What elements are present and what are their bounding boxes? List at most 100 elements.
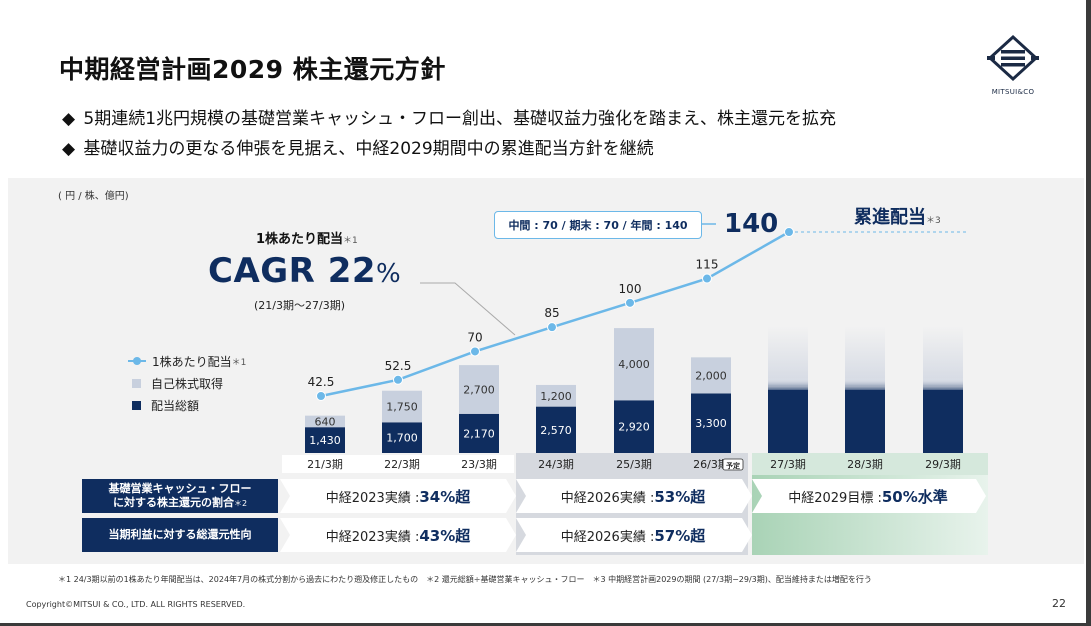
mitsui-logo: MITSUI&CO bbox=[975, 34, 1051, 96]
bar-buyback-2 bbox=[459, 365, 499, 414]
row2-cell-2026: 中経2026実績 : 57%超 bbox=[525, 518, 741, 552]
bar-planned-top-8 bbox=[923, 326, 963, 386]
legend-buyback-label: 自己株式取得 bbox=[151, 376, 224, 391]
bar-dividend-1 bbox=[382, 422, 422, 453]
dps-point-2 bbox=[470, 346, 480, 357]
row2-cell-2023-prefix: 中経2023実績 : bbox=[325, 529, 420, 545]
axis-band-2023 bbox=[282, 455, 514, 473]
cagr-range: (21/3期〜27/3期) bbox=[254, 299, 345, 312]
row1-chevron-2023 bbox=[280, 479, 516, 513]
dps-label-0: 42.5 bbox=[308, 375, 335, 389]
bar-planned-8 bbox=[923, 390, 963, 453]
dps-label-2: 70 bbox=[467, 330, 482, 344]
planned-badge bbox=[722, 458, 744, 471]
bar-buyback-4 bbox=[614, 328, 654, 401]
bar-label-dividend-5: 3,300 bbox=[695, 417, 727, 430]
category-label-4: 25/3期 bbox=[616, 458, 652, 471]
row1-label-line1: 基礎営業キャッシュ・フロー bbox=[108, 481, 252, 495]
dps-label-3: 85 bbox=[544, 306, 559, 320]
bar-planned-fade-6 bbox=[768, 378, 808, 392]
dps-point-5 bbox=[702, 273, 712, 284]
bar-dividend-4 bbox=[614, 400, 654, 453]
bullet-1-text: 5期連続1兆円規模の基礎営業キャッシュ・フロー創出、基礎収益力強化を踏まえ、株主… bbox=[83, 109, 837, 129]
row1-cell-2026-value: 53%超 bbox=[654, 487, 706, 506]
category-label-8: 29/3期 bbox=[925, 458, 961, 471]
cagr-caption-text: 1株あたり配当 bbox=[256, 232, 344, 247]
dps-label-5: 115 bbox=[696, 258, 719, 272]
bar-label-dividend-0: 1,430 bbox=[309, 434, 341, 447]
bar-buyback-3 bbox=[536, 384, 576, 407]
cagr-caption: 1株あたり配当＊1 bbox=[256, 228, 358, 247]
bar-label-dividend-4: 2,920 bbox=[618, 421, 650, 434]
bar-planned-fade-7 bbox=[845, 378, 885, 392]
bar-label-buyback-1: 1,750 bbox=[386, 401, 418, 414]
category-label-5: 26/3期 bbox=[693, 458, 729, 471]
cagr-value: CAGR 22% bbox=[208, 251, 401, 291]
row2-chevron-2023 bbox=[280, 518, 516, 552]
dps-point-4 bbox=[625, 297, 635, 308]
row1-cell-2023-prefix: 中経2023実績 : bbox=[325, 490, 420, 506]
progressive-dividend-note: ＊3 bbox=[926, 216, 941, 226]
diamond-bullet-icon: ◆ bbox=[62, 109, 76, 129]
category-label-1: 22/3期 bbox=[384, 458, 420, 471]
bar-dividend-5 bbox=[691, 393, 731, 453]
bullet-2-text: 基礎収益力の更なる伸張を見据え、中経2029期間中の累進配当方針を継続 bbox=[83, 139, 654, 159]
bar-buyback-0 bbox=[305, 415, 345, 428]
row2-label: 当期利益に対する総還元性向 bbox=[82, 518, 278, 552]
planned-badge-text: 予定 bbox=[726, 461, 740, 470]
category-label-3: 24/3期 bbox=[538, 458, 574, 471]
cagr-caption-note: ＊1 bbox=[343, 236, 358, 246]
dps-point-6 bbox=[784, 227, 794, 237]
bar-planned-top-6 bbox=[768, 326, 808, 386]
dps-point-0 bbox=[316, 391, 326, 401]
frame-bottom-border bbox=[0, 623, 1091, 626]
progressive-dividend-text: 累進配当 bbox=[854, 207, 926, 228]
row1-cell-2023-value: 34%超 bbox=[419, 487, 471, 506]
bar-label-buyback-5: 2,000 bbox=[695, 369, 727, 382]
dps-label-1: 52.5 bbox=[385, 359, 412, 373]
row2-cell-2026-value: 57%超 bbox=[654, 526, 706, 545]
copyright: Copyright©MITSUI & CO., LTD. ALL RIGHTS … bbox=[26, 600, 246, 609]
row1-cell-2029-prefix: 中経2029目標 : bbox=[788, 490, 882, 506]
row1-cell-2023: 中経2023実績 : 34%超 bbox=[290, 479, 506, 513]
progressive-dividend-label: 累進配当＊3 bbox=[854, 203, 941, 229]
category-label-6: 27/3期 bbox=[770, 458, 806, 471]
bar-planned-6 bbox=[768, 390, 808, 453]
bar-planned-top-7 bbox=[845, 326, 885, 386]
row2-cell-2026-prefix: 中経2026実績 : bbox=[560, 529, 655, 545]
frame-right-border bbox=[1086, 0, 1091, 626]
row2-cell-2023-value: 43%超 bbox=[419, 526, 471, 545]
category-label-0: 21/3期 bbox=[307, 458, 343, 471]
legend-item-dividend: 配当総額 bbox=[128, 394, 246, 416]
period-2026-axis-band bbox=[516, 453, 748, 475]
page-number: 22 bbox=[1052, 597, 1066, 610]
page-title: 中期経営計画2029 株主還元方針 bbox=[59, 55, 446, 84]
legend: 1株あたり配当 ＊1 自己株式取得 配当総額 bbox=[128, 350, 246, 416]
cagr-percent-sign: % bbox=[376, 259, 402, 289]
row1-cell-2026-prefix: 中経2026実績 : bbox=[560, 490, 655, 506]
dps-breakdown-callout: 中間 : 70 / 期末 : 70 / 年間 : 140 bbox=[494, 211, 702, 239]
legend-item-dps: 1株あたり配当 ＊1 bbox=[128, 350, 246, 372]
diamond-bullet-icon: ◆ bbox=[62, 139, 76, 159]
bar-label-buyback-3: 1,200 bbox=[540, 390, 572, 403]
footnote: ＊1 24/3期以前の1株あたり年間配当は、2024年7月の株式分割から過去にわ… bbox=[58, 575, 872, 584]
bar-label-buyback-4: 4,000 bbox=[618, 358, 650, 371]
cagr-value-text: CAGR 22 bbox=[208, 251, 377, 291]
dps-label-4: 100 bbox=[619, 282, 642, 296]
bar-dividend-3 bbox=[536, 406, 576, 453]
row1-cell-2029: 中経2029目標 : 50%水準 bbox=[760, 479, 976, 513]
category-label-7: 28/3期 bbox=[847, 458, 883, 471]
legend-dividend-swatch bbox=[132, 400, 141, 410]
bar-buyback-5 bbox=[691, 357, 731, 394]
legend-dps-label: 1株あたり配当 bbox=[152, 354, 232, 369]
mitsui-logo-icon bbox=[987, 34, 1039, 82]
dps-point-3 bbox=[547, 322, 557, 333]
row1-chevron-2029 bbox=[752, 479, 986, 513]
legend-item-buyback: 自己株式取得 bbox=[128, 372, 246, 394]
bar-planned-7 bbox=[845, 390, 885, 453]
legend-line-marker bbox=[128, 357, 146, 365]
row2-cell-2023: 中経2023実績 : 43%超 bbox=[290, 518, 506, 552]
bar-label-dividend-3: 2,570 bbox=[540, 424, 572, 437]
